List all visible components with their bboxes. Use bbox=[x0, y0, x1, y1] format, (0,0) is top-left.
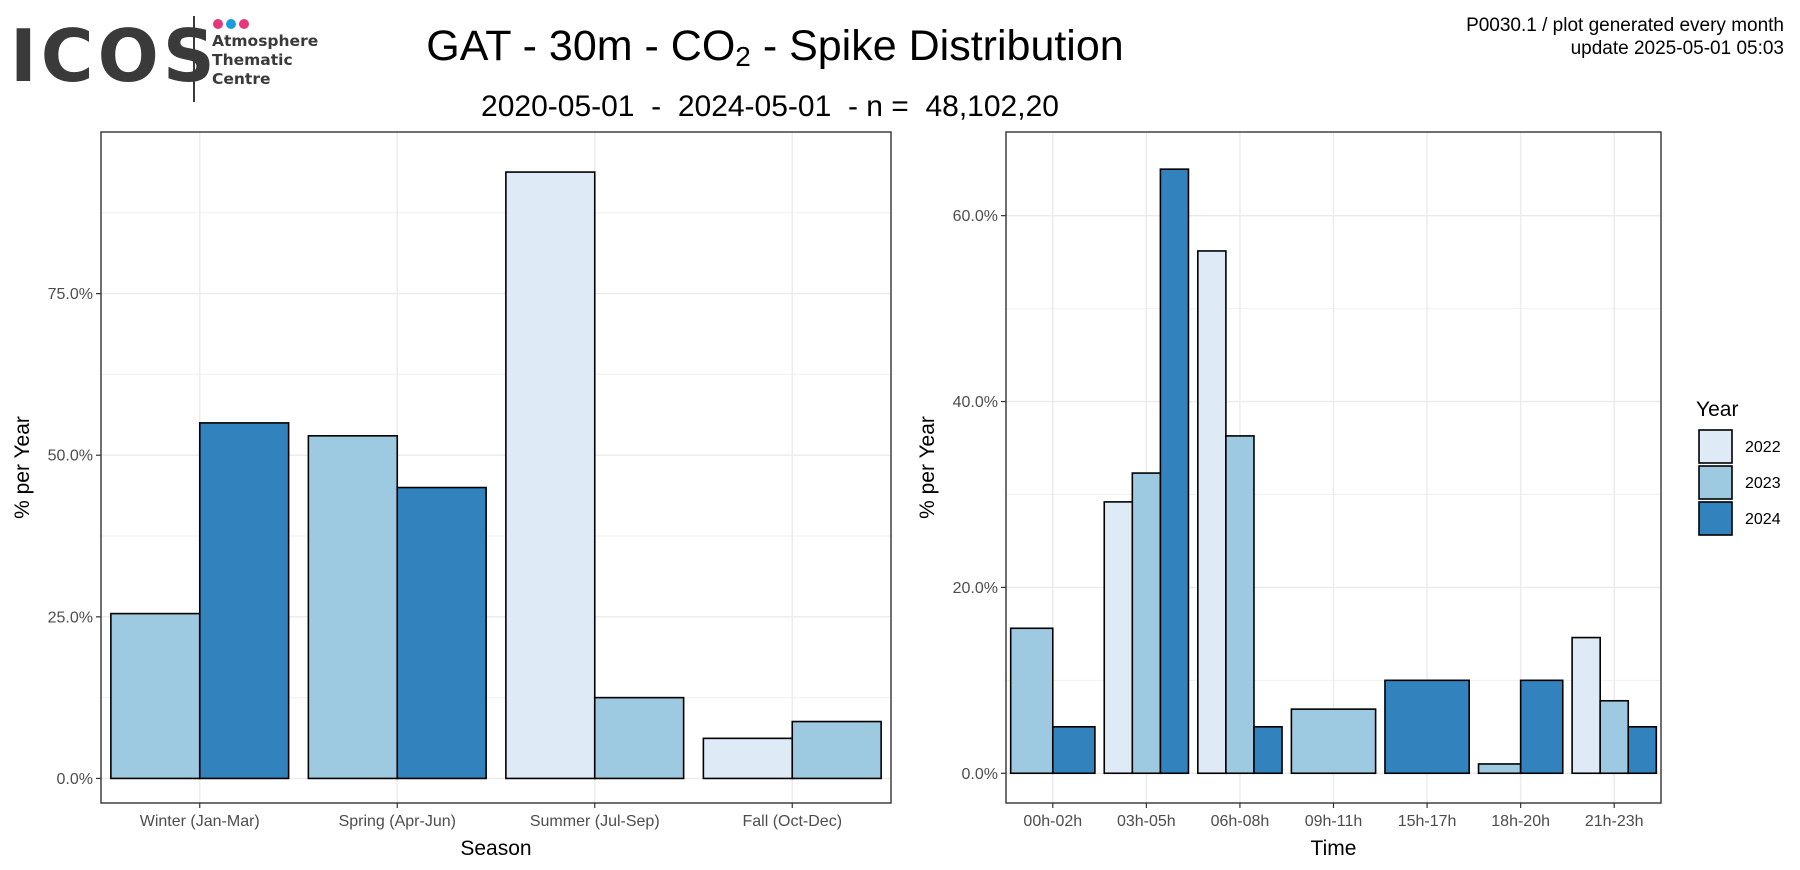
logo-dot bbox=[213, 19, 223, 29]
logo-text: Atmosphere Thematic Centre bbox=[212, 32, 318, 89]
logo-wordmark: ICOS bbox=[10, 14, 219, 98]
x-axis-title: Time bbox=[1311, 837, 1357, 860]
x-tick-label: Fall (Oct-Dec) bbox=[742, 813, 842, 830]
x-tick-label: 18h-20h bbox=[1491, 813, 1550, 830]
title-subscript: 2 bbox=[735, 41, 751, 72]
bar bbox=[1290, 708, 1377, 775]
bar bbox=[396, 486, 487, 780]
x-tick-label: 21h-23h bbox=[1585, 813, 1644, 830]
bar bbox=[1197, 250, 1227, 775]
title-rest: - Spike Distribution bbox=[750, 22, 1124, 70]
x-tick-label: 03h-05h bbox=[1117, 813, 1176, 830]
bar bbox=[505, 171, 596, 780]
y-tick-label: 0.0% bbox=[962, 766, 998, 783]
note-line-2: update 2025-05-01 05:03 bbox=[1570, 38, 1784, 59]
y-tick-label: 0.0% bbox=[57, 771, 93, 788]
logo-dot bbox=[226, 19, 236, 29]
subtitle-text: 2020-05-01 - 2024-05-01 - n = 48,102,20 bbox=[481, 90, 1059, 123]
chart-panel: 0.0% 20.0% 40.0% 60.0% 00h-02h 03h-05h 06h-08h… bbox=[916, 131, 1662, 860]
bar bbox=[1477, 763, 1522, 775]
y-axis-title: % per Year bbox=[916, 416, 939, 519]
icos-logo: ICOS Atmosphere Thematic Centre bbox=[10, 14, 340, 104]
x-tick-label: Winter (Jan-Mar) bbox=[140, 813, 260, 830]
bar bbox=[1009, 627, 1054, 775]
x-tick-label: Spring (Apr-Jun) bbox=[339, 813, 456, 830]
legend-swatch bbox=[1698, 465, 1733, 500]
logo-line: Thematic bbox=[212, 51, 293, 69]
logo-line: Centre bbox=[212, 70, 271, 88]
x-tick-label: 15h-17h bbox=[1398, 813, 1457, 830]
x-axis-title: Season bbox=[460, 837, 531, 860]
bar bbox=[198, 422, 290, 780]
x-tick-label: Summer (Jul-Sep) bbox=[530, 813, 660, 830]
logo-dot bbox=[239, 19, 249, 29]
bar bbox=[1131, 472, 1162, 775]
note-line-1: P0030.1 / plot generated every month bbox=[1466, 15, 1784, 36]
bar bbox=[1627, 725, 1658, 775]
y-tick-label: 20.0% bbox=[953, 580, 998, 597]
x-tick-label: 06h-08h bbox=[1211, 813, 1270, 830]
panel-border bbox=[100, 131, 892, 804]
bar bbox=[1253, 725, 1283, 775]
chart-panel: 0.0% 25.0% 50.0% 75.0% Winter (Jan-Mar) Sprin… bbox=[11, 131, 892, 860]
y-axis-title: % per Year bbox=[11, 416, 34, 519]
logo-line: Atmosphere bbox=[212, 32, 319, 50]
legend-label: 2022 bbox=[1745, 439, 1781, 456]
bar bbox=[1051, 725, 1096, 775]
y-tick-label: 40.0% bbox=[953, 394, 998, 411]
logo-dots bbox=[213, 16, 252, 34]
y-tick-label: 25.0% bbox=[48, 609, 93, 626]
logo-divider bbox=[193, 16, 195, 102]
chart-subtitle: 2020-05-01 - 2024-05-01 - n = 48,102,20 bbox=[0, 88, 1800, 126]
bar bbox=[1159, 168, 1190, 775]
bar bbox=[1571, 636, 1601, 775]
bar bbox=[307, 435, 399, 780]
legend: Year 2022 2023 2024 bbox=[1696, 398, 1781, 536]
legend-title: Year bbox=[1696, 398, 1738, 421]
x-tick-label: 00h-02h bbox=[1023, 813, 1082, 830]
y-tick-label: 75.0% bbox=[48, 286, 93, 303]
chart-title: GAT - 30m - CO2 - Spike Distribution bbox=[0, 20, 1800, 83]
bar bbox=[593, 696, 685, 780]
title-main: GAT - 30m - CO bbox=[426, 22, 736, 70]
bar bbox=[702, 737, 794, 780]
bar bbox=[1384, 679, 1470, 775]
bar bbox=[1225, 435, 1255, 775]
legend-swatch bbox=[1698, 429, 1733, 464]
legend-label: 2023 bbox=[1745, 475, 1781, 492]
bar bbox=[1103, 501, 1134, 775]
legend-swatch bbox=[1698, 501, 1733, 536]
legend-label: 2024 bbox=[1745, 511, 1781, 528]
bar bbox=[1519, 679, 1564, 775]
generation-note: P0030.1 / plot generated every month upd… bbox=[1466, 14, 1784, 60]
bar bbox=[1599, 699, 1630, 775]
y-tick-label: 50.0% bbox=[48, 448, 93, 465]
x-tick-label: 09h-11h bbox=[1305, 813, 1363, 830]
bar bbox=[791, 720, 882, 780]
bar bbox=[110, 612, 201, 780]
y-tick-label: 60.0% bbox=[953, 208, 998, 225]
